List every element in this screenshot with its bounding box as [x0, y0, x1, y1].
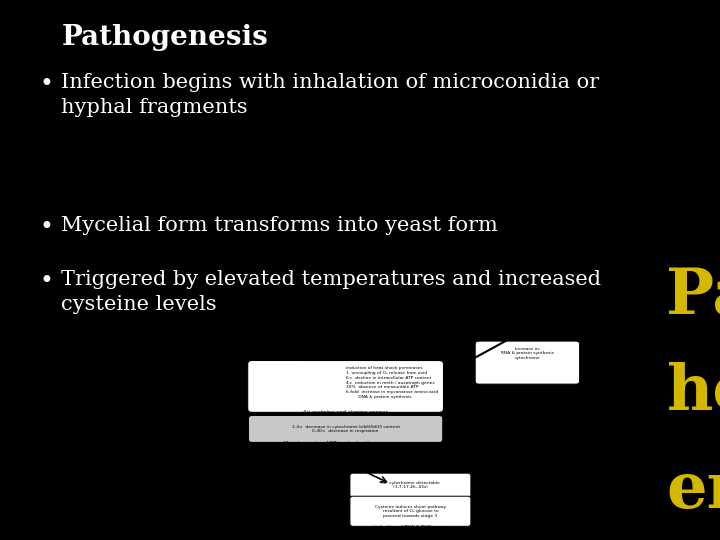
Text: Cysteine induces shunt pathway
resultant of O₂ glucose to
proceed towards stage : Cysteine induces shunt pathway resultant…: [375, 505, 446, 518]
Text: ene: ene: [666, 460, 720, 521]
FancyBboxPatch shape: [248, 361, 444, 413]
Text: hog: hog: [666, 362, 720, 424]
Text: Mycelial form transforms into yeast form: Mycelial form transforms into yeast form: [61, 216, 498, 235]
Text: Increase in
cytochrome content
1.6, 2.3 & 3.2× increase
type 3 genes- like Stage: Increase in cytochrome content 1.6, 2.3 …: [497, 386, 558, 408]
Text: Mycelium: Mycelium: [232, 294, 281, 302]
FancyBboxPatch shape: [350, 473, 471, 497]
Text: induction of heat-shock permeases
1  uncoupling of O₂ release from oxid
6×  decl: induction of heat-shock permeases 1 unco…: [346, 366, 438, 399]
Text: •: •: [40, 270, 53, 293]
Text: Pathogenesis: Pathogenesis: [62, 24, 269, 51]
Text: no  cytochrome detectable
(1.7-17.4h, 43s): no cytochrome detectable (1.7-17.4h, 43s…: [381, 481, 440, 489]
FancyBboxPatch shape: [350, 496, 471, 526]
Text: •: •: [40, 216, 53, 239]
Text: (37-40h): (37-40h): [339, 335, 366, 341]
Text: Yeast: Yeast: [534, 294, 562, 302]
Text: Pat: Pat: [666, 266, 720, 327]
Text: 1-4×  decrease in cytochrome b/b6f/b6f3 content
0-40×  decrease in respiration: 1-4× decrease in cytochrome b/b6f/b6f3 c…: [292, 424, 400, 433]
Text: (4.5-7h): (4.5-7h): [402, 463, 426, 468]
Text: •: •: [40, 73, 53, 96]
Text: Infection begins with inhalation of microconidia or
hyphal fragments: Infection begins with inhalation of micr…: [61, 73, 599, 117]
Text: 40× change in eADP/content ratio: 40× change in eADP/content ratio: [282, 441, 373, 446]
Text: Stage 2: Stage 2: [397, 453, 431, 461]
Text: (>12h): (>12h): [511, 334, 533, 339]
Text: Stage 1: Stage 1: [336, 325, 369, 334]
FancyBboxPatch shape: [248, 415, 443, 442]
FancyBboxPatch shape: [475, 341, 580, 384]
Text: SCAS protein shift
from reversing step 1: SCAS protein shift from reversing step 1: [235, 482, 283, 490]
Text: Stage 3: Stage 3: [505, 323, 539, 332]
Text: Increase in:
RNA & protein synthesis
cytochrome: Increase in: RNA & protein synthesis cyt…: [501, 347, 554, 360]
Text: Triggered by elevated temperatures and increased
cysteine levels: Triggered by elevated temperatures and i…: [61, 270, 601, 314]
Text: induction of TH1 & TH3 genes: induction of TH1 & TH3 genes: [374, 525, 447, 530]
Text: 4× cysteine and alanine appear: 4× cysteine and alanine appear: [303, 410, 388, 415]
